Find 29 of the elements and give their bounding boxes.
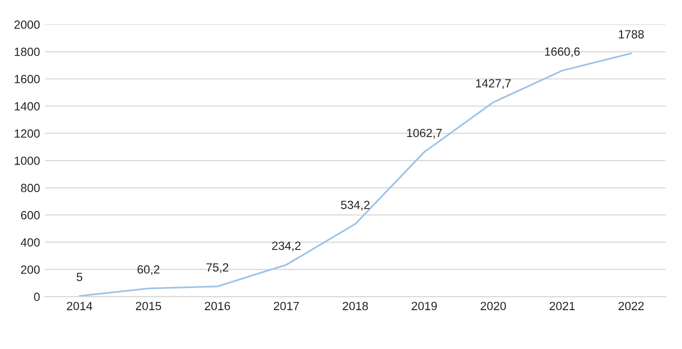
x-tick-label: 2015 — [136, 302, 162, 310]
data-label: 75,2 — [206, 263, 228, 273]
x-tick-label: 2014 — [66, 302, 92, 310]
y-tick-label: 0 — [34, 292, 40, 302]
x-tick-label: 2017 — [274, 302, 299, 310]
y-tick-label: 1400 — [14, 102, 40, 110]
x-tick-label: 2022 — [618, 302, 644, 310]
y-tick-label: 1600 — [14, 74, 40, 84]
data-label: 1427,7 — [476, 79, 511, 89]
data-label: 1788 — [618, 30, 644, 38]
data-label: 234,2 — [272, 242, 301, 252]
y-tick-label: 1000 — [14, 156, 40, 165]
data-label: 534,2 — [341, 200, 370, 210]
x-tick-label: 2016 — [204, 302, 230, 310]
x-tick-label: 2021 — [550, 302, 575, 310]
y-tick-label: 400 — [20, 238, 40, 247]
data-label: 60,2 — [138, 265, 160, 276]
data-label: 1660,6 — [545, 47, 580, 58]
y-tick-label: 1800 — [14, 48, 40, 56]
y-tick-label: 1200 — [14, 129, 40, 138]
x-tick-label: 2020 — [480, 302, 506, 310]
y-tick-label: 600 — [21, 211, 40, 220]
data-label: 5 — [76, 272, 82, 282]
x-tick-label: 2018 — [342, 302, 368, 310]
x-tick-label: 2019 — [412, 302, 437, 310]
data-label: 1062,7 — [407, 128, 442, 139]
y-tick-label: 800 — [20, 184, 40, 192]
y-tick-label: 2000 — [14, 20, 40, 29]
y-tick-label: 200 — [21, 265, 40, 274]
